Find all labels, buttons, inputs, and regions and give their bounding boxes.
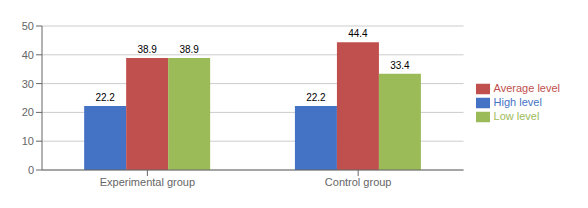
svg-text:50: 50 — [22, 20, 34, 32]
svg-text:0: 0 — [28, 164, 34, 176]
html-text:Average level: Average level — [493, 81, 560, 94]
svg-text:44.4: 44.4 — [348, 28, 368, 39]
html-text:Low level: Low level — [493, 110, 540, 122]
svg-text:30: 30 — [22, 78, 34, 90]
svg-text:33.4: 33.4 — [390, 60, 410, 71]
svg-text:22.2: 22.2 — [95, 92, 115, 103]
svg-text:Experimental group: Experimental group — [100, 176, 195, 188]
svg-text:10: 10 — [22, 135, 34, 147]
svg-text:Control group: Control group — [325, 176, 392, 188]
svg-text:20: 20 — [22, 106, 34, 118]
svg-text:22.2: 22.2 — [306, 92, 326, 103]
svg-text:40: 40 — [22, 49, 34, 61]
html-text:High level: High level — [493, 96, 542, 108]
svg-text:38.9: 38.9 — [179, 44, 199, 55]
svg-text:38.9: 38.9 — [137, 44, 157, 55]
